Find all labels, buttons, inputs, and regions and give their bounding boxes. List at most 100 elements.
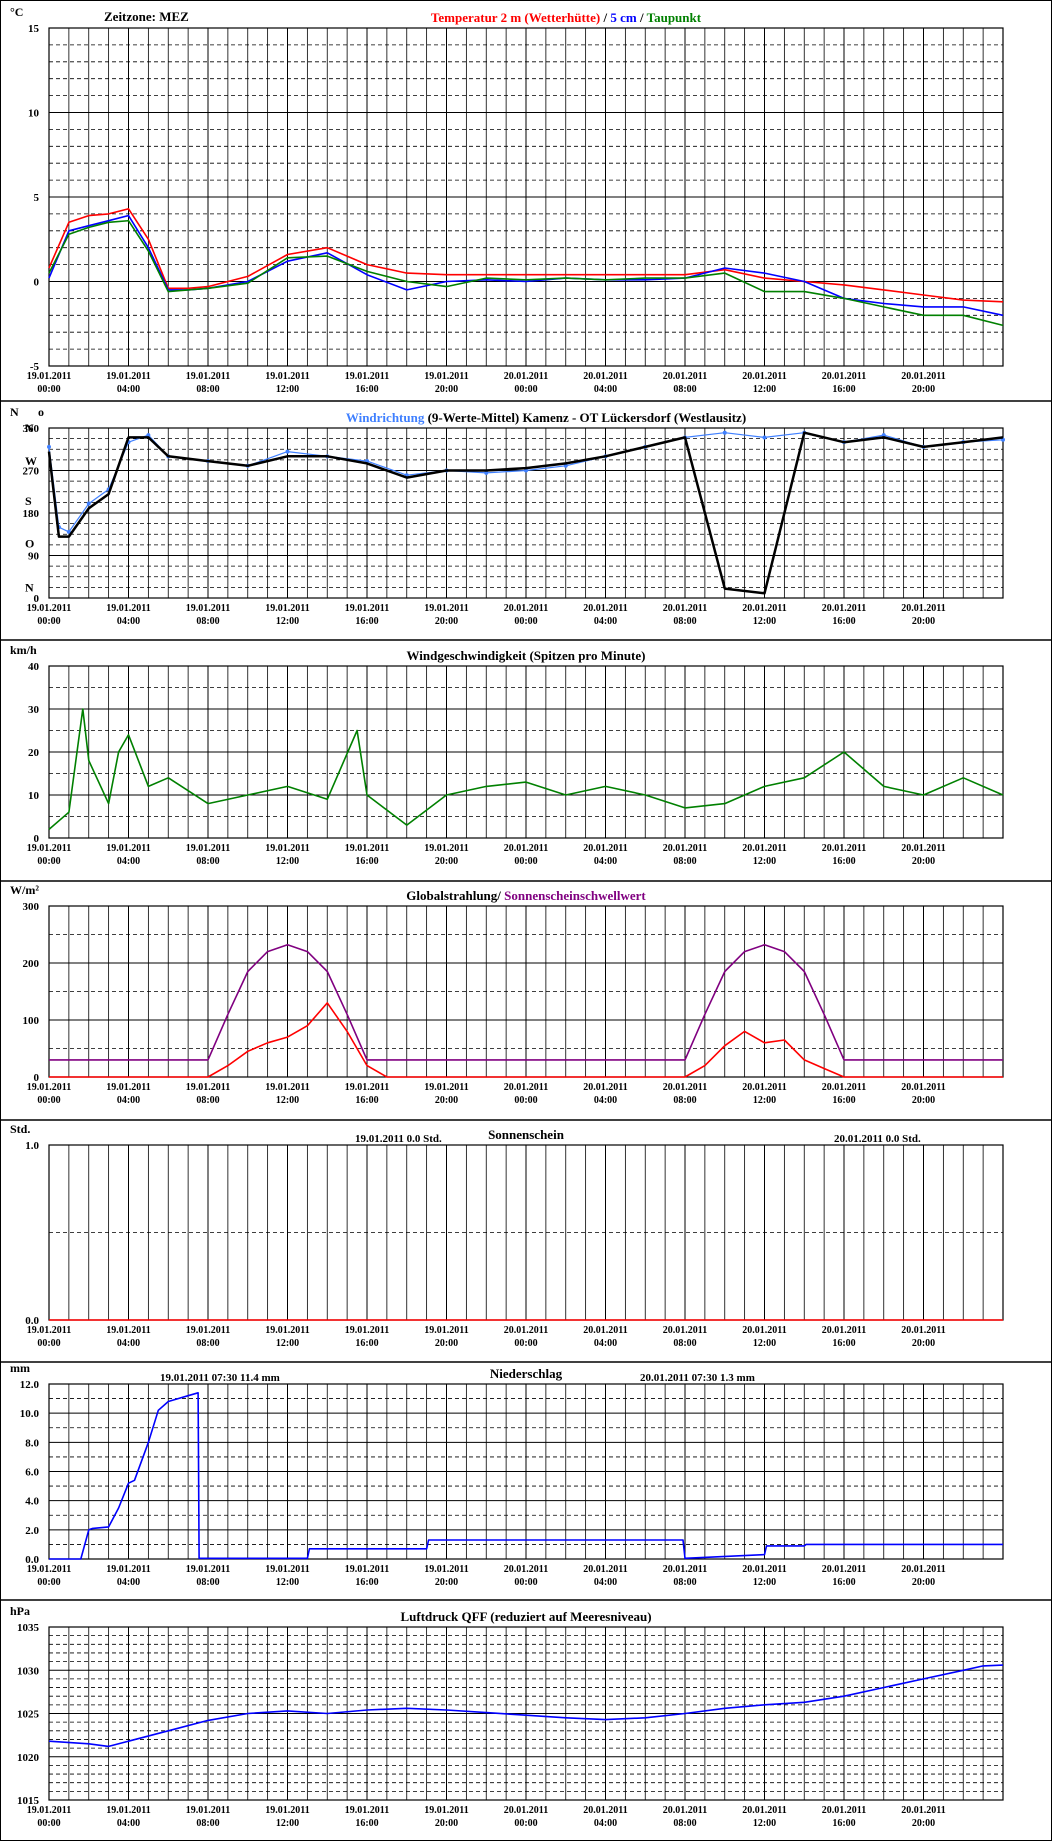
x-tick-date: 20.01.2011 (663, 1082, 707, 1093)
data-point (524, 468, 528, 473)
x-tick-time: 00:00 (37, 616, 60, 627)
x-tick-time: 04:00 (117, 1577, 140, 1588)
y-tick-label: -5 (30, 361, 40, 373)
x-tick-time: 12:00 (753, 1818, 776, 1829)
x-tick-date: 20.01.2011 (742, 1805, 786, 1816)
x-tick-date: 19.01.2011 (424, 603, 468, 614)
x-tick-time: 20:00 (912, 1338, 935, 1349)
x-tick-time: 08:00 (196, 616, 219, 627)
y-tick-label: 360 (23, 423, 40, 435)
x-tick-time: 08:00 (673, 384, 696, 395)
x-tick-date: 20.01.2011 (583, 1082, 627, 1093)
unit-label: N (10, 405, 19, 419)
x-tick-time: 16:00 (832, 1818, 855, 1829)
y-tick-label: 0.0 (25, 1315, 39, 1327)
x-tick-date: 19.01.2011 (345, 603, 389, 614)
plot-frame (48, 27, 1004, 367)
data-point (762, 435, 767, 440)
x-tick-date: 19.01.2011 (106, 1082, 150, 1093)
series-line-wind-speed (48, 708, 1004, 831)
series-line-global-radiation (49, 1002, 1003, 1078)
y-tick-label: 10 (28, 790, 40, 802)
x-tick-time: 00:00 (37, 1818, 60, 1829)
x-tick-time: 16:00 (355, 856, 378, 867)
x-tick-time: 16:00 (832, 1577, 855, 1588)
x-tick-time: 00:00 (37, 1095, 60, 1106)
x-tick-date: 20.01.2011 (663, 1564, 707, 1575)
x-tick-date: 19.01.2011 (265, 1805, 309, 1816)
x-tick-time: 08:00 (673, 1818, 696, 1829)
x-tick-time: 20:00 (912, 1818, 935, 1829)
x-tick-date: 19.01.2011 (265, 1325, 309, 1336)
x-tick-time: 20:00 (435, 1338, 458, 1349)
x-tick-time: 16:00 (832, 1338, 855, 1349)
data-point (1001, 437, 1005, 442)
compass-label: N (25, 581, 34, 595)
x-tick-time: 00:00 (514, 384, 537, 395)
x-tick-time: 16:00 (355, 1338, 378, 1349)
series-line-pressure (48, 1664, 1004, 1748)
timezone-label: Zeitzone: MEZ (104, 9, 189, 24)
y-tick-label: 6.0 (25, 1467, 39, 1479)
x-tick-date: 20.01.2011 (663, 1325, 707, 1336)
x-tick-time: 00:00 (37, 1577, 60, 1588)
x-tick-date: 20.01.2011 (504, 1805, 548, 1816)
x-tick-date: 20.01.2011 (822, 603, 866, 614)
data-point (285, 449, 290, 454)
x-tick-date: 20.01.2011 (504, 371, 548, 382)
x-tick-time: 00:00 (514, 1818, 537, 1829)
x-tick-time: 20:00 (435, 1577, 458, 1588)
x-tick-time: 20:00 (912, 1095, 935, 1106)
panel-annotation: 20.01.2011 07:30 1.3 mm (640, 1372, 755, 1384)
x-tick-date: 20.01.2011 (504, 1325, 548, 1336)
x-tick-time: 08:00 (673, 1577, 696, 1588)
panel-title: Windgeschwindigkeit (Spitzen pro Minute) (407, 648, 646, 663)
plot-frame (48, 665, 1004, 839)
x-tick-time: 08:00 (196, 856, 219, 867)
x-tick-time: 12:00 (753, 1095, 776, 1106)
x-tick-time: 16:00 (355, 384, 378, 395)
y-tick-label: 90 (28, 551, 40, 563)
y-tick-label: 2.0 (25, 1525, 39, 1537)
x-tick-time: 16:00 (832, 1095, 855, 1106)
data-point (47, 444, 51, 449)
y-tick-label: 4.0 (25, 1496, 39, 1508)
x-tick-date: 20.01.2011 (822, 1082, 866, 1093)
y-tick-label: 0.0 (25, 1554, 39, 1566)
x-tick-date: 20.01.2011 (742, 603, 786, 614)
x-tick-time: 08:00 (196, 1577, 219, 1588)
y-tick-label: 200 (23, 958, 40, 970)
x-tick-date: 19.01.2011 (265, 1564, 309, 1575)
x-tick-date: 19.01.2011 (345, 1805, 389, 1816)
x-tick-time: 20:00 (912, 856, 935, 867)
x-tick-date: 19.01.2011 (27, 1564, 71, 1575)
x-tick-time: 20:00 (912, 616, 935, 627)
compass-label: N (25, 421, 34, 435)
unit-label: °C (10, 5, 23, 19)
x-tick-date: 20.01.2011 (742, 1564, 786, 1575)
x-tick-time: 08:00 (673, 1095, 696, 1106)
y-tick-label: 12.0 (20, 1379, 40, 1391)
y-tick-label: 10.0 (20, 1408, 40, 1420)
x-tick-date: 20.01.2011 (504, 603, 548, 614)
x-tick-time: 04:00 (117, 616, 140, 627)
x-tick-time: 20:00 (435, 1095, 458, 1106)
x-tick-time: 20:00 (435, 616, 458, 627)
x-tick-date: 20.01.2011 (822, 1564, 866, 1575)
x-tick-time: 00:00 (37, 1338, 60, 1349)
x-tick-date: 19.01.2011 (106, 1325, 150, 1336)
x-tick-date: 19.01.2011 (424, 371, 468, 382)
series-line-temperature (48, 208, 1004, 303)
x-tick-date: 20.01.2011 (901, 843, 945, 854)
series-line-temperature (48, 214, 1004, 317)
x-tick-time: 16:00 (832, 384, 855, 395)
x-tick-date: 20.01.2011 (901, 1325, 945, 1336)
unit-label: hPa (10, 1604, 30, 1618)
x-tick-time: 04:00 (117, 1095, 140, 1106)
series-line-temperature (48, 219, 1004, 327)
x-tick-time: 08:00 (673, 1338, 696, 1349)
y-tick-label: 1035 (17, 1622, 40, 1634)
x-tick-date: 20.01.2011 (583, 1325, 627, 1336)
